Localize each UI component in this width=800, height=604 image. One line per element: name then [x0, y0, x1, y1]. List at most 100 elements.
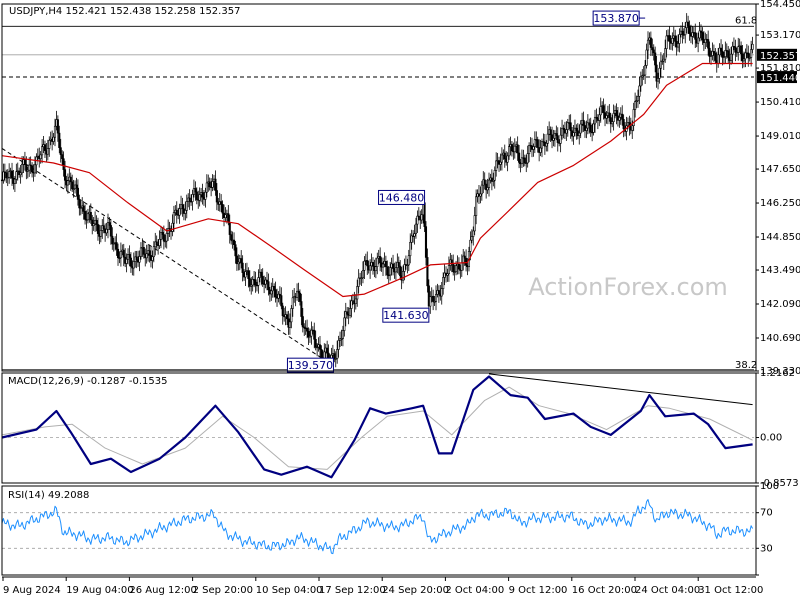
candle-body [499, 161, 502, 165]
candle-body [247, 270, 250, 279]
candle-body [261, 276, 264, 285]
candle-body [697, 37, 700, 44]
candle [598, 107, 601, 127]
candle [215, 183, 218, 211]
candle-body [201, 192, 204, 198]
candle-body [744, 52, 747, 60]
candle-body [296, 290, 299, 298]
candle-body [595, 116, 598, 119]
main-y-tick-label: 140.690 [760, 333, 800, 344]
candle [19, 164, 22, 184]
candle [684, 22, 687, 44]
candle [503, 144, 506, 168]
candle-body [731, 46, 734, 55]
candle [314, 330, 317, 351]
candle [280, 287, 283, 310]
candle [369, 259, 372, 279]
candle-body [326, 347, 329, 354]
candle [645, 43, 648, 69]
candle-body [175, 209, 178, 215]
candle-body [605, 115, 608, 119]
candle [649, 31, 652, 56]
macd-y-tick-label: 1.2162 [760, 368, 795, 379]
candle [78, 194, 81, 216]
candle [240, 250, 243, 269]
candle-body [391, 263, 395, 269]
main-y-tick-label: 147.650 [760, 164, 800, 175]
candle-body [198, 194, 201, 201]
candle-body [63, 169, 67, 181]
candle-body [536, 139, 539, 148]
candle-body [297, 290, 300, 294]
x-tick-label: 17 Sep 12:00 [319, 585, 386, 596]
candle [48, 136, 51, 157]
candle [718, 43, 721, 64]
candle [565, 121, 568, 141]
candle-body [639, 76, 642, 87]
candle [704, 32, 707, 50]
main-y-tick-label: 154.450 [760, 0, 800, 10]
candle [687, 15, 690, 34]
candle-body [681, 30, 684, 35]
candle-body [366, 260, 369, 267]
macd-signal-line [1, 386, 753, 470]
candle [128, 245, 131, 267]
candle [646, 31, 650, 59]
candle-body [181, 204, 184, 210]
candle [712, 44, 715, 62]
candle-body [457, 263, 460, 270]
candle-body [25, 164, 28, 172]
candle [427, 279, 430, 314]
candle [92, 217, 95, 231]
candle [447, 256, 450, 282]
candle [394, 261, 397, 280]
candle [562, 124, 565, 139]
candle-body [337, 340, 340, 350]
candle [523, 154, 526, 167]
candle-body [473, 215, 476, 232]
candle [277, 291, 280, 303]
candle [15, 163, 18, 184]
x-tick-label: 16 Oct 20:00 [572, 585, 637, 596]
candle-body [447, 265, 450, 275]
candle [71, 174, 74, 192]
candle-body [152, 246, 155, 258]
candle-body [19, 172, 22, 176]
candle [102, 216, 105, 234]
candle-body [313, 329, 316, 340]
candle [446, 268, 449, 282]
candle-body [407, 255, 410, 266]
candle-body [413, 233, 416, 237]
candle [499, 153, 502, 171]
candle-body [135, 256, 138, 260]
candle [307, 327, 310, 345]
candle [661, 55, 664, 65]
candle-body [642, 74, 645, 77]
candle [106, 213, 110, 239]
candle [659, 52, 662, 78]
candle-body [426, 257, 429, 287]
candle-body [267, 281, 270, 291]
candle-body [23, 159, 26, 166]
candle-body [82, 205, 85, 212]
x-tick-label: 24 Sep 20:00 [382, 585, 449, 596]
candle [274, 281, 277, 303]
candle-body [273, 286, 276, 290]
candle-body [492, 179, 495, 182]
candle-body [735, 51, 738, 54]
candle [109, 219, 112, 245]
candle-body [737, 46, 740, 53]
candle [559, 127, 562, 153]
candle [61, 150, 64, 166]
candle-body [714, 52, 717, 61]
rsi-y-tick-label: 30 [760, 543, 773, 554]
symbol-label: USDJPY,H4 152.421 152.438 152.258 152.35… [9, 6, 240, 17]
candle [221, 200, 224, 220]
annotation-box [592, 10, 640, 26]
candle-body [234, 244, 237, 257]
candle [588, 118, 591, 134]
candle-body [99, 230, 102, 237]
candle [75, 177, 78, 197]
candle-body [711, 51, 714, 56]
candle [636, 89, 640, 108]
